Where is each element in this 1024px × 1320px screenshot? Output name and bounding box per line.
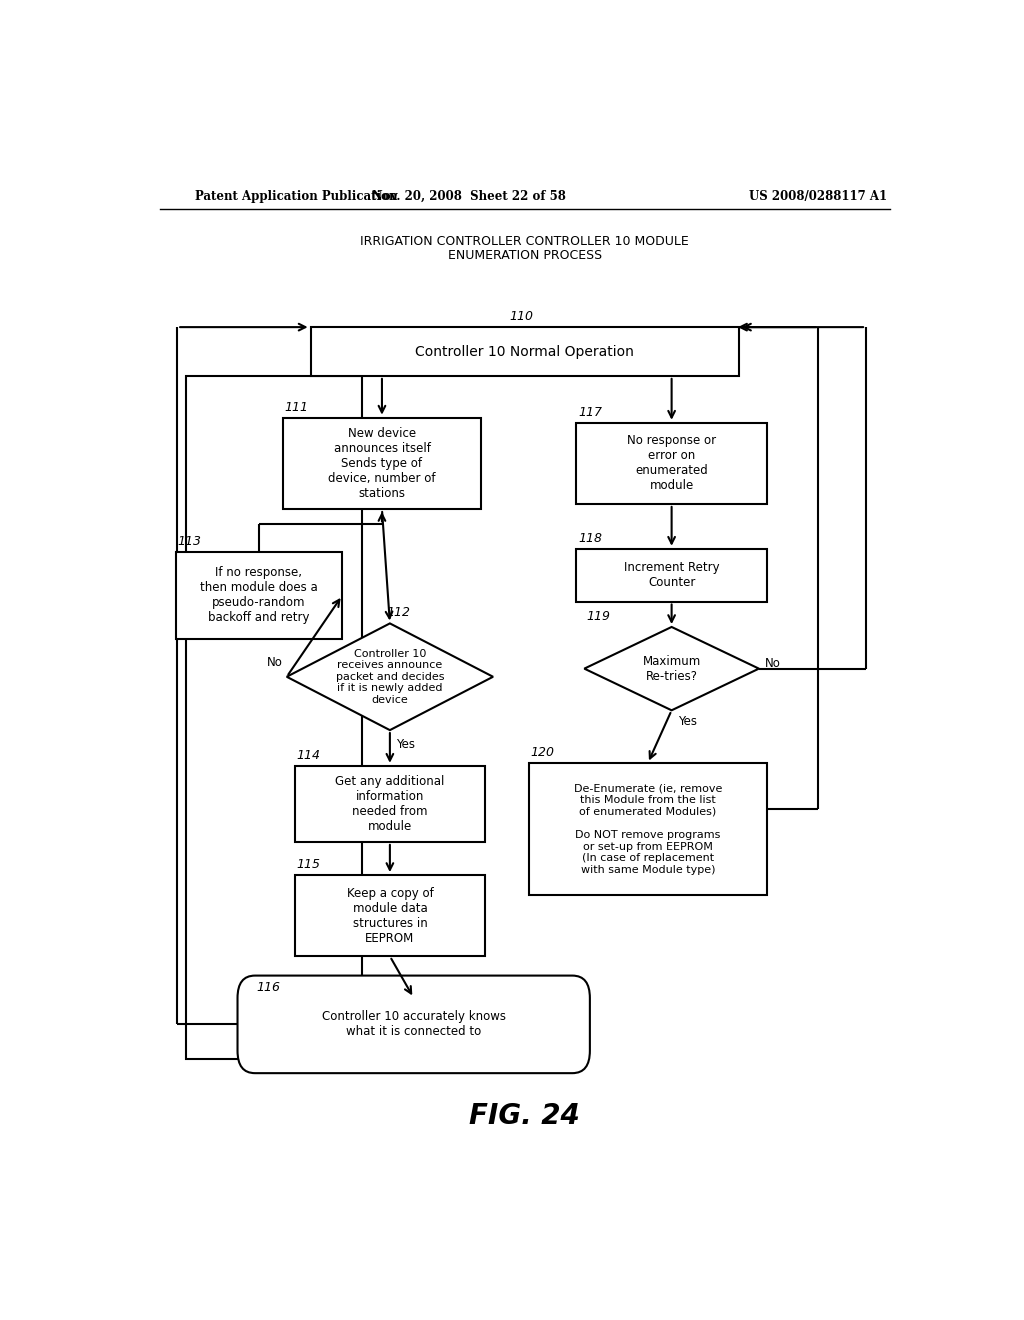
Text: 111: 111 (285, 400, 308, 413)
Text: Patent Application Publication: Patent Application Publication (196, 190, 398, 202)
Text: Controller 10 accurately knows
what it is connected to: Controller 10 accurately knows what it i… (322, 1010, 506, 1039)
Text: Yes: Yes (396, 738, 416, 751)
Text: 116: 116 (257, 981, 281, 994)
Text: 113: 113 (177, 535, 201, 548)
FancyBboxPatch shape (295, 875, 485, 956)
Text: FIG. 24: FIG. 24 (469, 1102, 581, 1130)
Text: No: No (267, 656, 283, 669)
Text: 117: 117 (578, 405, 602, 418)
Polygon shape (287, 623, 494, 730)
FancyBboxPatch shape (238, 975, 590, 1073)
Text: 110: 110 (509, 310, 532, 323)
Text: 115: 115 (296, 858, 321, 871)
Text: No response or
error on
enumerated
module: No response or error on enumerated modul… (627, 434, 716, 492)
Text: 114: 114 (296, 748, 321, 762)
Text: 120: 120 (530, 746, 554, 759)
Text: 118: 118 (578, 532, 602, 545)
Text: Get any additional
information
needed from
module: Get any additional information needed fr… (335, 775, 444, 833)
Text: New device
announces itself
Sends type of
device, number of
stations: New device announces itself Sends type o… (329, 426, 435, 500)
FancyBboxPatch shape (577, 549, 767, 602)
Text: Nov. 20, 2008  Sheet 22 of 58: Nov. 20, 2008 Sheet 22 of 58 (373, 190, 566, 202)
FancyBboxPatch shape (295, 766, 485, 842)
FancyBboxPatch shape (176, 552, 342, 639)
Text: Increment Retry
Counter: Increment Retry Counter (624, 561, 720, 589)
Text: Maximum
Re-tries?: Maximum Re-tries? (642, 655, 700, 682)
Polygon shape (585, 627, 759, 710)
Text: If no response,
then module does a
pseudo-random
backoff and retry: If no response, then module does a pseud… (200, 566, 317, 624)
FancyBboxPatch shape (577, 422, 767, 504)
Text: Yes: Yes (678, 715, 697, 729)
Text: ENUMERATION PROCESS: ENUMERATION PROCESS (447, 249, 602, 263)
Text: De-Enumerate (ie, remove
this Module from the list
of enumerated Modules)

Do NO: De-Enumerate (ie, remove this Module fro… (573, 784, 722, 875)
Text: Controller 10
receives announce
packet and decides
if it is newly added
device: Controller 10 receives announce packet a… (336, 648, 444, 705)
FancyBboxPatch shape (283, 417, 481, 510)
Text: 112: 112 (386, 606, 410, 619)
FancyBboxPatch shape (528, 763, 767, 895)
Text: Controller 10 Normal Operation: Controller 10 Normal Operation (416, 345, 634, 359)
Text: No: No (765, 657, 781, 671)
FancyBboxPatch shape (310, 327, 739, 376)
Text: IRRIGATION CONTROLLER CONTROLLER 10 MODULE: IRRIGATION CONTROLLER CONTROLLER 10 MODU… (360, 235, 689, 248)
Text: 119: 119 (586, 610, 610, 623)
Text: US 2008/0288117 A1: US 2008/0288117 A1 (750, 190, 888, 202)
Text: Keep a copy of
module data
structures in
EEPROM: Keep a copy of module data structures in… (346, 887, 433, 945)
